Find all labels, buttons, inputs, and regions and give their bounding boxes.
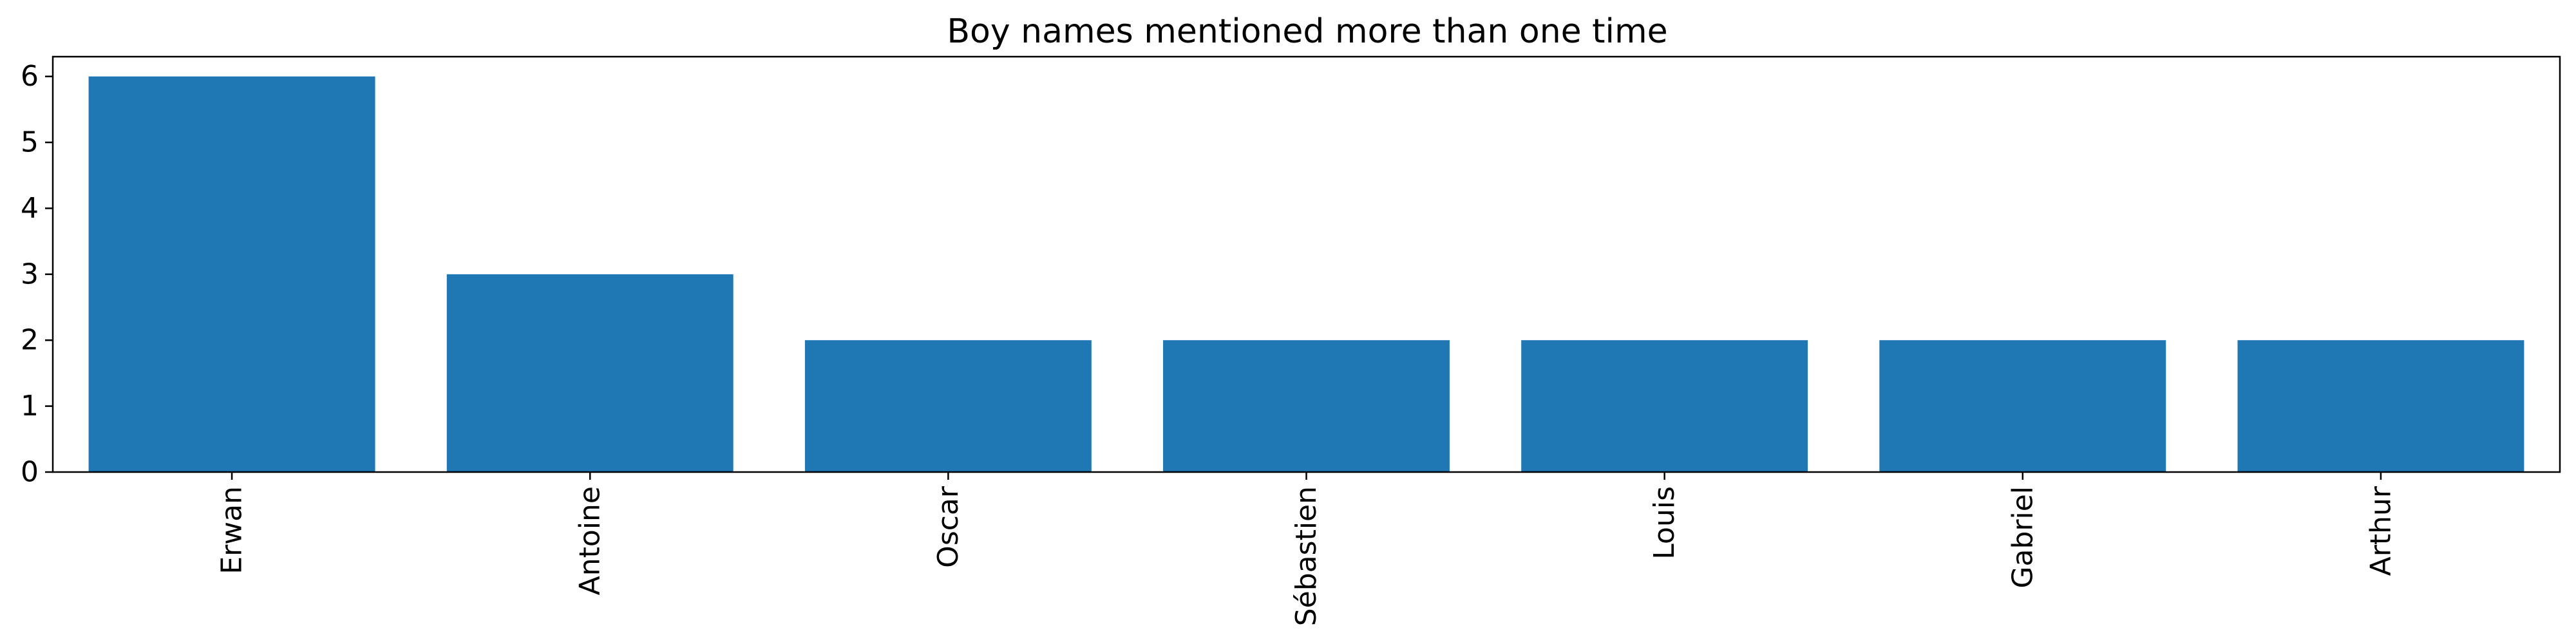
x-axis: Erwan Antoine Oscar Sébastien Louis Gabriel Ar… bbox=[216, 472, 2397, 626]
x-tick-label: Arthur bbox=[2364, 486, 2397, 576]
y-tick-label: 5 bbox=[21, 126, 39, 159]
y-tick-label: 3 bbox=[21, 258, 39, 290]
x-tick-label: Antoine bbox=[574, 486, 607, 595]
y-axis: 0 1 2 3 4 5 6 bbox=[21, 60, 53, 489]
y-tick-label: 1 bbox=[21, 390, 39, 422]
bar-arthur bbox=[2237, 340, 2524, 472]
bar-louis bbox=[1521, 340, 1808, 472]
bar-gabriel bbox=[1879, 340, 2166, 472]
x-tick-label: Gabriel bbox=[2006, 486, 2039, 589]
y-tick-label: 6 bbox=[21, 60, 39, 93]
bar-erwan bbox=[88, 76, 375, 472]
bars-group bbox=[88, 76, 2524, 472]
plot-frame bbox=[52, 55, 2561, 473]
y-tick-label: 0 bbox=[21, 456, 39, 489]
x-tick-label: Oscar bbox=[932, 486, 965, 568]
y-tick-label: 2 bbox=[21, 324, 39, 357]
x-tick-label: Louis bbox=[1648, 486, 1681, 560]
bar-sébastien bbox=[1163, 340, 1450, 472]
chart-title: Boy names mentioned more than one time bbox=[947, 12, 1667, 51]
x-tick-label: Erwan bbox=[216, 486, 249, 574]
bar-oscar bbox=[804, 340, 1092, 472]
x-tick-label: Sébastien bbox=[1290, 486, 1323, 626]
bar-antoine bbox=[446, 274, 734, 472]
y-tick-label: 4 bbox=[21, 192, 39, 225]
